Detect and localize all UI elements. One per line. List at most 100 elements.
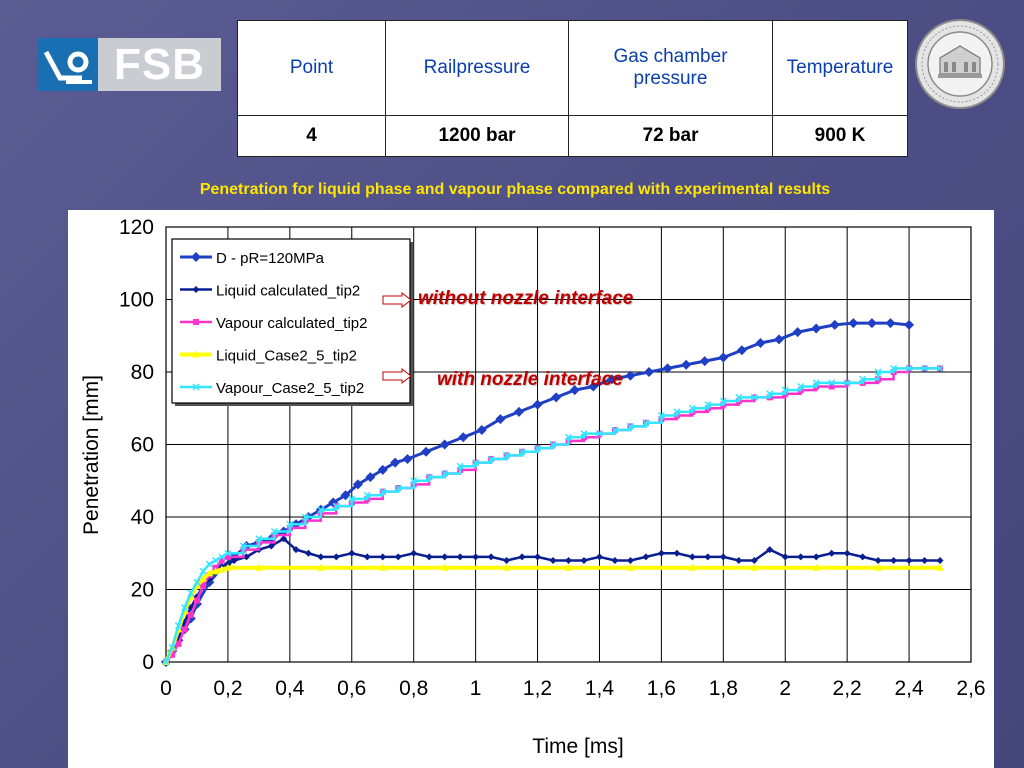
data-point: [410, 549, 418, 557]
y-axis-label: Penetration [mm]: [80, 375, 103, 535]
header-temperature: Temperature: [772, 20, 908, 116]
data-point: [377, 464, 388, 475]
data-point: [472, 459, 480, 467]
data-point: [378, 563, 387, 571]
data-point: [175, 640, 182, 647]
data-point: [217, 565, 226, 573]
data-point: [812, 553, 820, 561]
data-point: [218, 557, 225, 564]
data-point: [811, 323, 822, 334]
data-point: [286, 520, 294, 528]
data-point: [719, 553, 727, 561]
data-point: [518, 553, 526, 561]
data-point: [352, 479, 363, 490]
data-point: [394, 553, 402, 561]
data-point: [332, 553, 340, 561]
data-point: [421, 446, 432, 457]
data-point: [440, 563, 449, 571]
data-point: [848, 318, 859, 329]
university-seal-icon: [914, 18, 1006, 110]
data-point: [657, 549, 665, 557]
fsb-logo-text: FSB: [98, 38, 221, 91]
data-point: [792, 327, 803, 338]
data-point: [936, 364, 944, 372]
data-point: [681, 359, 692, 370]
data-point: [181, 626, 188, 633]
series-2: [163, 365, 944, 665]
data-point: [267, 542, 275, 550]
data-point: [472, 553, 480, 561]
annotation-with-nozzle-interface: with nozzle interface: [437, 369, 623, 390]
data-point: [843, 549, 851, 557]
header-railpressure: Railpressure: [385, 20, 569, 116]
data-point: [874, 563, 883, 571]
legend-entry: Liquid_Case2_5_tip2: [180, 348, 357, 365]
y-tick-label: 120: [119, 216, 154, 239]
series-1: [162, 535, 944, 666]
data-point: [187, 589, 195, 597]
data-point: [218, 553, 226, 561]
data-point: [843, 379, 851, 387]
x-tick-label: 2,2: [833, 677, 862, 700]
data-point: [199, 567, 207, 575]
data-point: [564, 433, 573, 441]
penetration-chart: 0 0,2 0,4 0,6 0,8 1 1,2 1,4 1,6 1,8 2 2,2 2,4 2,6 0 20 4…: [80, 216, 986, 758]
data-point: [755, 338, 766, 348]
data-point: [441, 553, 449, 561]
data-point: [626, 557, 634, 564]
chart-axes: [165, 226, 972, 663]
data-point: [304, 549, 312, 557]
value-railpressure: 1200 bar: [385, 115, 569, 157]
data-point: [348, 549, 356, 557]
data-point: [626, 422, 634, 430]
data-point: [487, 553, 495, 561]
data-point: [363, 491, 371, 499]
data-point: [503, 451, 511, 459]
data-point: [718, 352, 729, 363]
x-tick-label: 0,6: [337, 677, 366, 700]
data-point: [625, 370, 636, 381]
data-point: [174, 622, 182, 630]
x-tick-label: 0,4: [275, 677, 305, 700]
data-point: [781, 386, 789, 394]
legend-label: Vapour_Case2_5_tip2: [216, 380, 364, 397]
data-point: [642, 419, 650, 427]
data-point: [254, 563, 263, 571]
data-point: [885, 318, 896, 329]
data-point: [502, 563, 511, 571]
data-point: [162, 658, 170, 666]
data-point: [828, 379, 836, 387]
data-point: [750, 563, 759, 571]
chart-ticks: 0 0,2 0,4 0,6 0,8 1 1,2 1,4 1,6 1,8 2 2,2 2,4 2,6 0 20 4…: [119, 216, 986, 700]
parameters-value-row: 4 1200 bar 72 bar 900 K: [237, 115, 908, 157]
data-point: [551, 392, 562, 403]
data-point: [458, 432, 469, 443]
legend-label: Liquid_Case2_5_tip2: [216, 348, 357, 365]
data-point: [224, 553, 231, 560]
data-point: [211, 567, 220, 575]
data-point: [750, 393, 758, 401]
data-point: [549, 557, 557, 564]
y-tick-label: 100: [119, 289, 154, 312]
data-point: [644, 367, 654, 377]
data-point: [812, 563, 821, 571]
x-tick-label: 2: [779, 677, 791, 700]
chart-subtitle: Penetration for liquid phase and vapour …: [199, 181, 831, 198]
data-point: [719, 397, 727, 405]
legend-label: Liquid calculated_tip2: [216, 283, 360, 300]
data-point: [365, 472, 376, 483]
legend-entry: Vapour_Case2_5_tip2: [180, 380, 364, 397]
data-point: [243, 553, 250, 561]
legend-entry: D - pR=120MPa: [180, 250, 325, 267]
x-tick-label: 0,2: [213, 677, 242, 700]
data-point: [735, 393, 743, 401]
x-tick-label: 0: [160, 677, 172, 700]
data-point: [270, 527, 278, 536]
data-point: [193, 319, 199, 325]
data-point: [688, 404, 696, 412]
data-point: [379, 488, 387, 496]
x-tick-label: 1,6: [647, 677, 676, 700]
data-point: [191, 252, 201, 262]
data-point: [199, 574, 208, 582]
y-tick-label: 60: [131, 434, 154, 457]
